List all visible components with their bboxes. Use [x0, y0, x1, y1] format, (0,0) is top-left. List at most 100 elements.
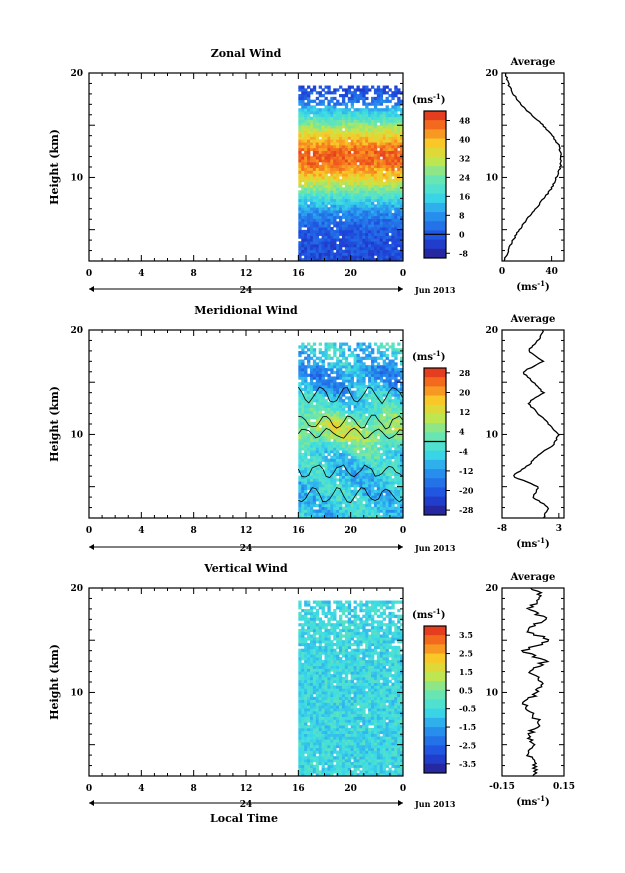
field-cell: [376, 498, 381, 502]
field-cell: [362, 150, 366, 154]
field-cell: [400, 99, 404, 103]
field-cell: [312, 416, 317, 420]
colorbar-segment: [424, 478, 446, 488]
field-cell: [327, 238, 331, 242]
field-cell: [324, 201, 328, 205]
field-cell: [344, 373, 349, 377]
field-cell: [336, 88, 340, 92]
field-cell: [368, 750, 372, 754]
colorbar-segment: [424, 212, 446, 222]
colorbar-tick-label: -28: [459, 505, 474, 515]
field-cell: [344, 359, 349, 363]
field-cell: [304, 238, 308, 242]
field-cell: [318, 173, 322, 177]
field-cell: [321, 94, 325, 98]
field-cell: [368, 246, 372, 251]
field-cell: [330, 342, 334, 346]
field-cell: [368, 142, 372, 146]
field-cell: [371, 201, 375, 205]
field-cell: [298, 94, 302, 98]
field-cell: [304, 759, 308, 763]
field-cell: [397, 238, 401, 242]
field-cell: [333, 736, 337, 740]
field-cell: [312, 427, 317, 431]
field-cell: [347, 368, 352, 372]
field-cell: [333, 750, 337, 754]
field-cell: [359, 212, 363, 217]
field-cell: [353, 416, 357, 420]
field-cell: [368, 492, 372, 496]
profile-unit-exponent: -1: [537, 279, 545, 288]
field-cell: [365, 164, 369, 169]
field-cell: [330, 753, 334, 757]
field-cell: [307, 413, 311, 417]
field-cell: [394, 187, 398, 191]
field-cell: [344, 130, 349, 135]
field-cell: [365, 246, 369, 251]
field-cell: [356, 353, 360, 358]
field-cell: [373, 444, 378, 448]
field-cell: [298, 353, 302, 358]
field-cell: [330, 410, 334, 414]
field-cell: [347, 150, 352, 154]
field-cell: [350, 376, 354, 380]
field-cell: [379, 351, 384, 355]
field-cell: [301, 498, 305, 502]
field-cell: [304, 464, 308, 468]
field-cell: [350, 733, 354, 737]
field-cell: [391, 249, 395, 253]
field-cell: [385, 91, 389, 95]
field-cell: [341, 418, 346, 423]
field-cell: [318, 404, 322, 409]
field-cell: [373, 119, 378, 123]
field-cell: [371, 461, 375, 465]
field-cell: [362, 224, 366, 228]
field-cell: [336, 246, 340, 251]
field-cell: [371, 368, 375, 372]
field-cell: [333, 461, 337, 465]
field-cell: [350, 413, 354, 417]
field-cell: [298, 767, 302, 771]
field-cell: [397, 156, 401, 160]
field-cell: [324, 407, 328, 411]
field-cell: [315, 249, 320, 253]
field-cell: [368, 181, 372, 185]
field-cell: [341, 255, 346, 259]
field-cell: [344, 489, 349, 493]
field-cell: [371, 747, 375, 751]
field-cell: [341, 767, 346, 771]
field-cell: [321, 512, 325, 516]
field-cell: [347, 492, 352, 496]
field-cell: [341, 475, 346, 479]
field-cell: [373, 753, 378, 757]
field-cell: [324, 481, 328, 485]
y-tick-label: 10: [70, 173, 83, 183]
field-cell: [350, 455, 354, 459]
field-cell: [382, 116, 386, 120]
field-cell: [382, 498, 386, 502]
field-cell: [344, 255, 349, 259]
field-cell: [336, 410, 340, 414]
field-cell: [324, 387, 328, 392]
field-cell: [347, 447, 352, 451]
field-cell: [312, 108, 317, 112]
field-cell: [359, 190, 363, 194]
field-cell: [333, 376, 337, 380]
field-cell: [333, 362, 337, 366]
field-cell: [356, 130, 360, 135]
field-cell: [330, 161, 334, 166]
field-cell: [368, 404, 372, 409]
field-cell: [344, 108, 349, 112]
field-cell: [397, 767, 401, 771]
field-cell: [330, 750, 334, 754]
field-cell: [341, 472, 346, 476]
field-cell: [373, 759, 378, 763]
field-cell: [400, 224, 404, 228]
field-cell: [362, 122, 366, 126]
field-cell: [373, 125, 378, 129]
field-cell: [333, 105, 337, 109]
field-cell: [379, 91, 384, 95]
field-cell: [365, 153, 369, 157]
field-cell: [379, 176, 384, 180]
field-cell: [365, 481, 369, 485]
